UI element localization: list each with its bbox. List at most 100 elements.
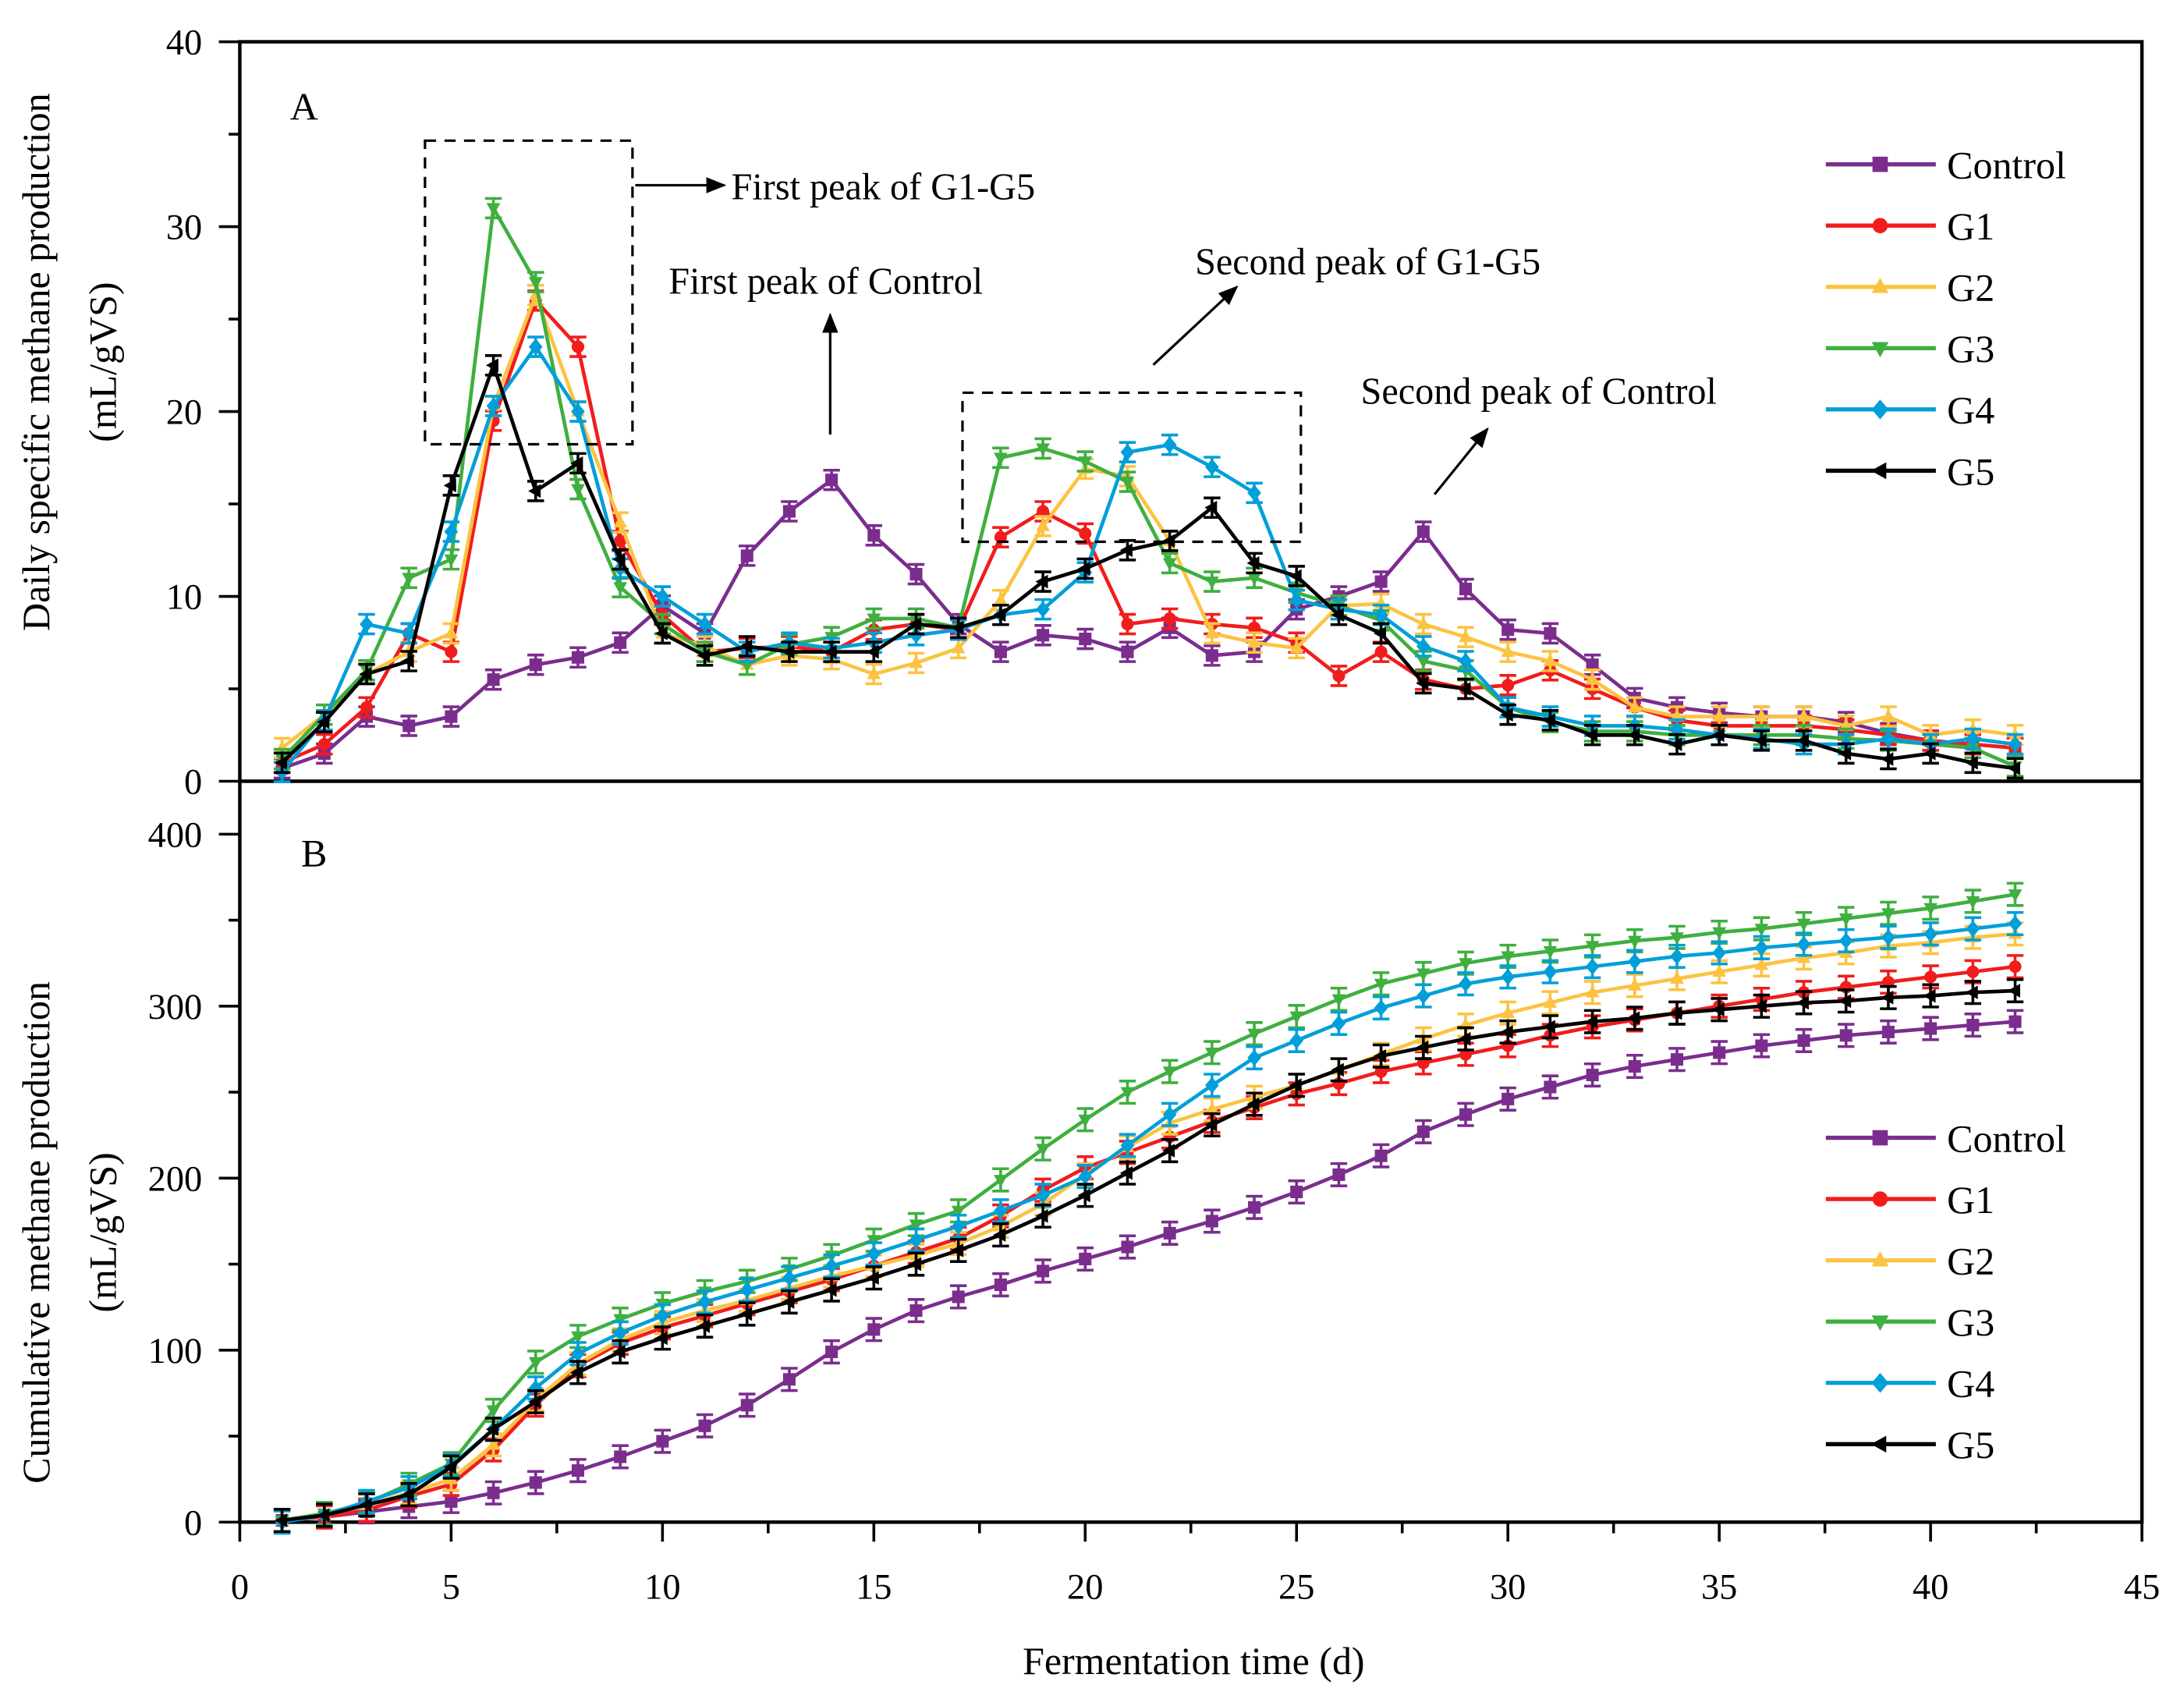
data-point (825, 1345, 838, 1359)
data-point (1502, 623, 1515, 637)
data-point (1838, 932, 1853, 949)
data-point (697, 615, 712, 633)
data-point (1586, 1068, 1599, 1082)
data-point (1331, 1015, 1346, 1032)
data-point (654, 626, 668, 640)
data-point (1374, 978, 1388, 991)
data-point (909, 568, 923, 581)
y-tick-label-a: 10 (166, 578, 202, 618)
data-point (697, 1319, 710, 1333)
data-point (1035, 574, 1048, 589)
first-peak-box (424, 139, 634, 446)
data-point (1289, 640, 1304, 654)
data-point (445, 645, 458, 658)
legend-marker (1872, 1130, 1888, 1146)
data-point (1881, 1025, 1895, 1038)
data-point (1584, 728, 1598, 743)
y-tick-label-b: 100 (148, 1332, 203, 1371)
y-tick-label-a: 0 (184, 763, 202, 803)
legend-label: Control (1947, 1116, 2066, 1160)
data-point (782, 644, 795, 659)
data-point (360, 701, 374, 714)
data-point (1627, 700, 1642, 713)
data-point (1923, 747, 1936, 761)
series-control-panel-b (273, 1009, 2024, 1534)
y-axis-label-a: Daily specific methane production (14, 93, 58, 631)
data-point (1586, 658, 1599, 672)
data-point (1585, 984, 1600, 998)
data-point (1459, 653, 1473, 669)
data-point (317, 715, 330, 729)
series-line (282, 1020, 2016, 1523)
legend-marker (1870, 462, 1887, 480)
y-tick-label-b: 200 (148, 1159, 203, 1199)
data-point (1205, 576, 1219, 590)
legend-label: G3 (1947, 327, 1994, 371)
data-point (528, 484, 541, 498)
legend-marker (1871, 1315, 1889, 1331)
arrow-second-peak-control (1433, 427, 1489, 495)
data-point (528, 277, 543, 290)
data-point (1670, 1053, 1683, 1066)
data-point (866, 1271, 879, 1286)
data-point (1374, 645, 1388, 658)
data-point (1163, 1226, 1176, 1240)
data-point (1585, 941, 1600, 954)
data-point (1796, 936, 1811, 952)
data-point (528, 1357, 543, 1370)
data-point (1966, 965, 1980, 978)
x-tick-label: 30 (1490, 1567, 1526, 1607)
data-point (1416, 968, 1431, 981)
data-point (1416, 676, 1429, 690)
data-point (867, 529, 881, 542)
x-axis-label: Fermentation time (d) (1023, 1639, 1365, 1683)
data-point (1416, 1125, 1430, 1138)
data-point (782, 1269, 796, 1286)
second-peak-box (961, 391, 1303, 544)
data-point (1924, 1022, 1938, 1035)
legend-item-g4-panel-a: G4 (1825, 388, 1994, 432)
data-point (486, 1405, 501, 1418)
data-point (1459, 975, 1473, 992)
y-axis-label-b: Cumulative methane production (14, 981, 58, 1484)
series-line (282, 892, 2016, 1523)
data-point (1121, 1240, 1134, 1254)
data-point (1373, 1048, 1387, 1063)
x-tick-label: 20 (1067, 1567, 1103, 1607)
data-point (1923, 988, 1936, 1003)
data-point (1584, 1014, 1598, 1029)
legend-label: G5 (1947, 1423, 1994, 1467)
data-point (909, 1232, 924, 1249)
data-point (739, 1307, 753, 1321)
data-point (444, 554, 459, 567)
data-point (1332, 1168, 1346, 1181)
data-point (1669, 1006, 1682, 1020)
data-point (1374, 1149, 1388, 1162)
data-point (1585, 672, 1600, 685)
data-point (360, 615, 374, 633)
data-point (1501, 644, 1516, 658)
data-point (655, 588, 670, 605)
panel-label-a: A (290, 85, 318, 129)
data-point (867, 1323, 881, 1336)
y-axis-label-b-unit: (mL/gVS) (81, 1152, 125, 1312)
data-point (1459, 958, 1473, 971)
data-point (1543, 653, 1558, 666)
data-point (571, 484, 585, 497)
data-point (1289, 569, 1302, 583)
data-point (1502, 679, 1515, 692)
data-point (1036, 518, 1050, 531)
data-point (1162, 1066, 1177, 1080)
data-point (1162, 534, 1175, 548)
data-point (1712, 927, 1726, 940)
data-point (1290, 1185, 1303, 1198)
data-point (1035, 1208, 1048, 1223)
data-point (1542, 713, 1555, 728)
data-point (1205, 649, 1218, 662)
legend-marker (1870, 1435, 1887, 1453)
data-point (1459, 630, 1473, 643)
series-line (281, 293, 2016, 750)
data-point (528, 339, 543, 356)
legend-marker (1871, 399, 1889, 420)
